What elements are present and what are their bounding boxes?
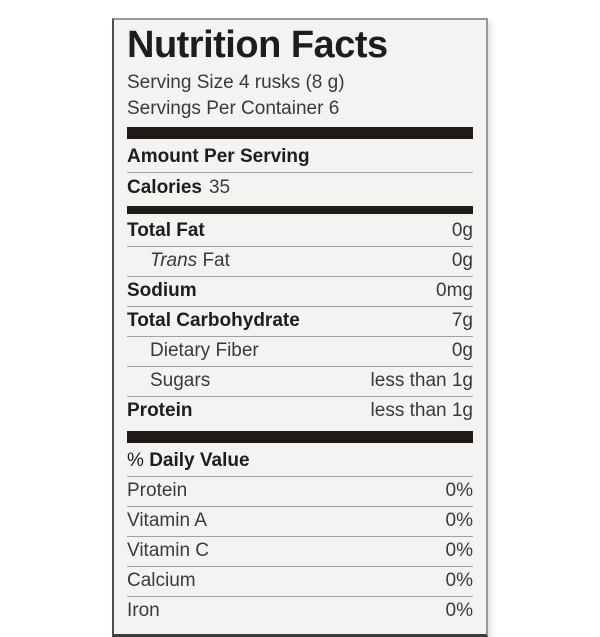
row-name: Total Carbohydrate: [127, 309, 300, 331]
daily-value-percent-sign: %: [127, 449, 144, 471]
row-name: Trans Fat: [150, 249, 230, 271]
nutrient-row: Sodium 0mg: [127, 277, 473, 307]
nutrient-row: Protein less than 1g: [127, 397, 473, 426]
row-value: 0%: [445, 599, 473, 621]
nutrient-row: Trans Fat 0g: [127, 247, 473, 277]
daily-values-section: Protein 0% Vitamin A 0% Vitamin C 0% Calcium 0%…: [127, 477, 473, 626]
daily-value-header: % Daily Value: [127, 446, 473, 477]
daily-value-header-text: Daily Value: [149, 449, 250, 471]
nutrient-row: Dietary Fiber 0g: [127, 337, 473, 367]
row-name: Protein: [127, 399, 193, 421]
daily-value-row: Calcium 0%: [127, 567, 473, 597]
separator-bar-calories: [127, 205, 473, 214]
daily-value-row: Iron 0%: [127, 597, 473, 626]
row-value: 0g: [451, 339, 473, 361]
nutrient-row: Sugars less than 1g: [127, 367, 473, 397]
row-value: 0%: [445, 509, 473, 531]
amount-per-serving-header: Amount Per Serving: [127, 142, 473, 173]
row-value: 0%: [445, 479, 473, 501]
row-name: Protein: [127, 479, 188, 501]
row-name: Sodium: [127, 279, 197, 301]
row-value: 0%: [445, 569, 473, 591]
row-value: less than 1g: [370, 399, 473, 421]
nutrition-facts-label: Nutrition Facts Serving Size 4 rusks (8 …: [112, 18, 488, 637]
row-value: less than 1g: [370, 369, 473, 391]
serving-size: Serving Size 4 rusks (8 g): [127, 71, 345, 93]
daily-value-row: Vitamin A 0%: [127, 507, 473, 537]
row-value: 0%: [445, 539, 473, 561]
servings-per-container: Servings Per Container 6: [127, 97, 340, 119]
row-name: Vitamin C: [127, 539, 210, 561]
row-name: Vitamin A: [127, 509, 207, 531]
row-name: Iron: [127, 599, 160, 621]
separator-bar-top: [127, 126, 473, 139]
row-name: Dietary Fiber: [150, 339, 259, 361]
nutrient-row: Total Carbohydrate 7g: [127, 307, 473, 337]
label-title: Nutrition Facts: [127, 24, 388, 66]
calories-label: Calories: [127, 176, 202, 198]
row-name: Calcium: [127, 569, 196, 591]
nutrients-section: Total Fat 0g Trans Fat 0g Sodium 0mg Total Car…: [127, 217, 473, 426]
daily-value-row: Protein 0%: [127, 477, 473, 507]
nutrient-row: Total Fat 0g: [127, 217, 473, 247]
calories-row: Calories 35: [127, 173, 473, 203]
row-name: Total Fat: [127, 219, 205, 241]
row-name-italic: Trans: [150, 249, 198, 271]
row-name: Sugars: [150, 369, 211, 391]
separator-bar-daily-value: [127, 430, 473, 443]
row-value: 0mg: [436, 279, 473, 301]
row-value: 0g: [451, 249, 473, 271]
row-value: 7g: [451, 309, 473, 331]
daily-value-row: Vitamin C 0%: [127, 537, 473, 567]
calories-value: 35: [208, 176, 231, 198]
row-value: 0g: [451, 219, 473, 241]
